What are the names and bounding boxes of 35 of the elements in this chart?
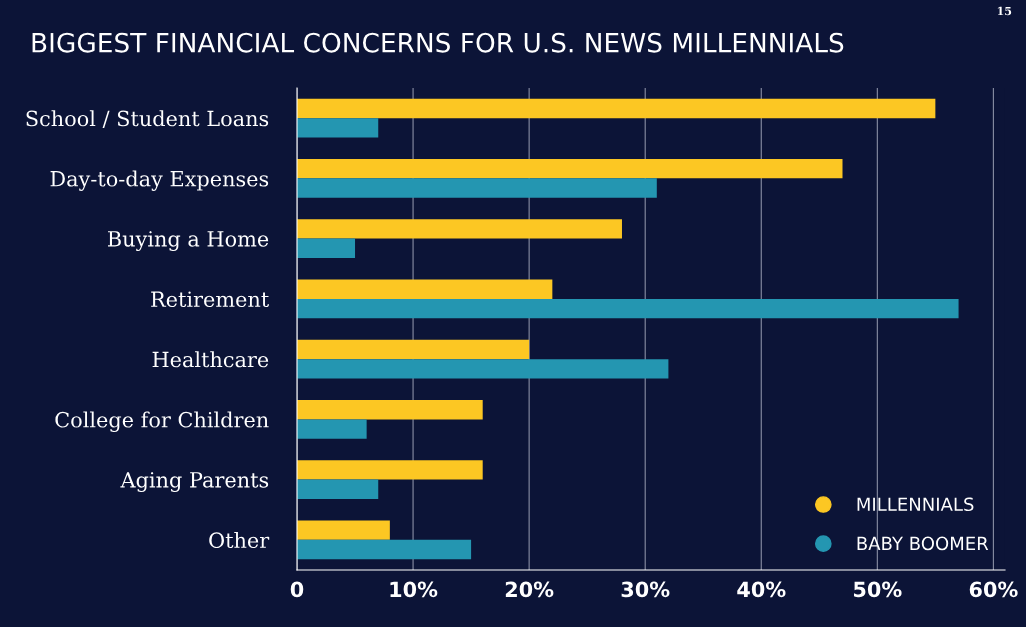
bar [297,178,657,198]
bar [297,400,483,420]
y-tick-label: School / Student Loans [26,110,269,128]
bar [297,359,669,379]
legend-label: MILLENNIALS [857,497,974,512]
y-tick-label: Healthcare [152,351,269,368]
x-tick-label: 60% [969,581,1018,598]
y-tick-label: Retirement [151,291,270,308]
y-tick-label: Other [209,531,270,549]
text: 15 [997,6,1012,16]
bar [297,298,959,319]
bar [297,419,367,439]
bar [297,219,622,239]
bar [297,159,843,179]
x-tick-label: 50% [854,581,902,598]
x-tick-label: 10% [390,581,438,598]
bar [297,98,936,119]
x-tick-label: 30% [621,581,670,598]
bar [297,279,553,299]
y-tick-label: Day-to-day Expenses [50,170,269,191]
bar [297,460,483,480]
y-tick-label: Aging Parents [120,472,269,493]
x-tick-label: 20% [505,581,554,598]
x-tick-label: 40% [737,581,786,598]
y-tick-label: Buying a Home [108,231,269,252]
x-tick-label: 0 [290,581,304,598]
bar [297,520,390,540]
bar [297,539,472,560]
bar [297,118,379,138]
bar [297,479,379,499]
bar [297,238,356,258]
legend-label: BABY BOOMER [857,536,989,551]
y-tick-label: College for Children [55,411,269,432]
bar [297,339,530,360]
chart-title: BIGGEST FINANCIAL CONCERNS FOR U.S. NEWS MILLENNIALS [32,32,844,53]
